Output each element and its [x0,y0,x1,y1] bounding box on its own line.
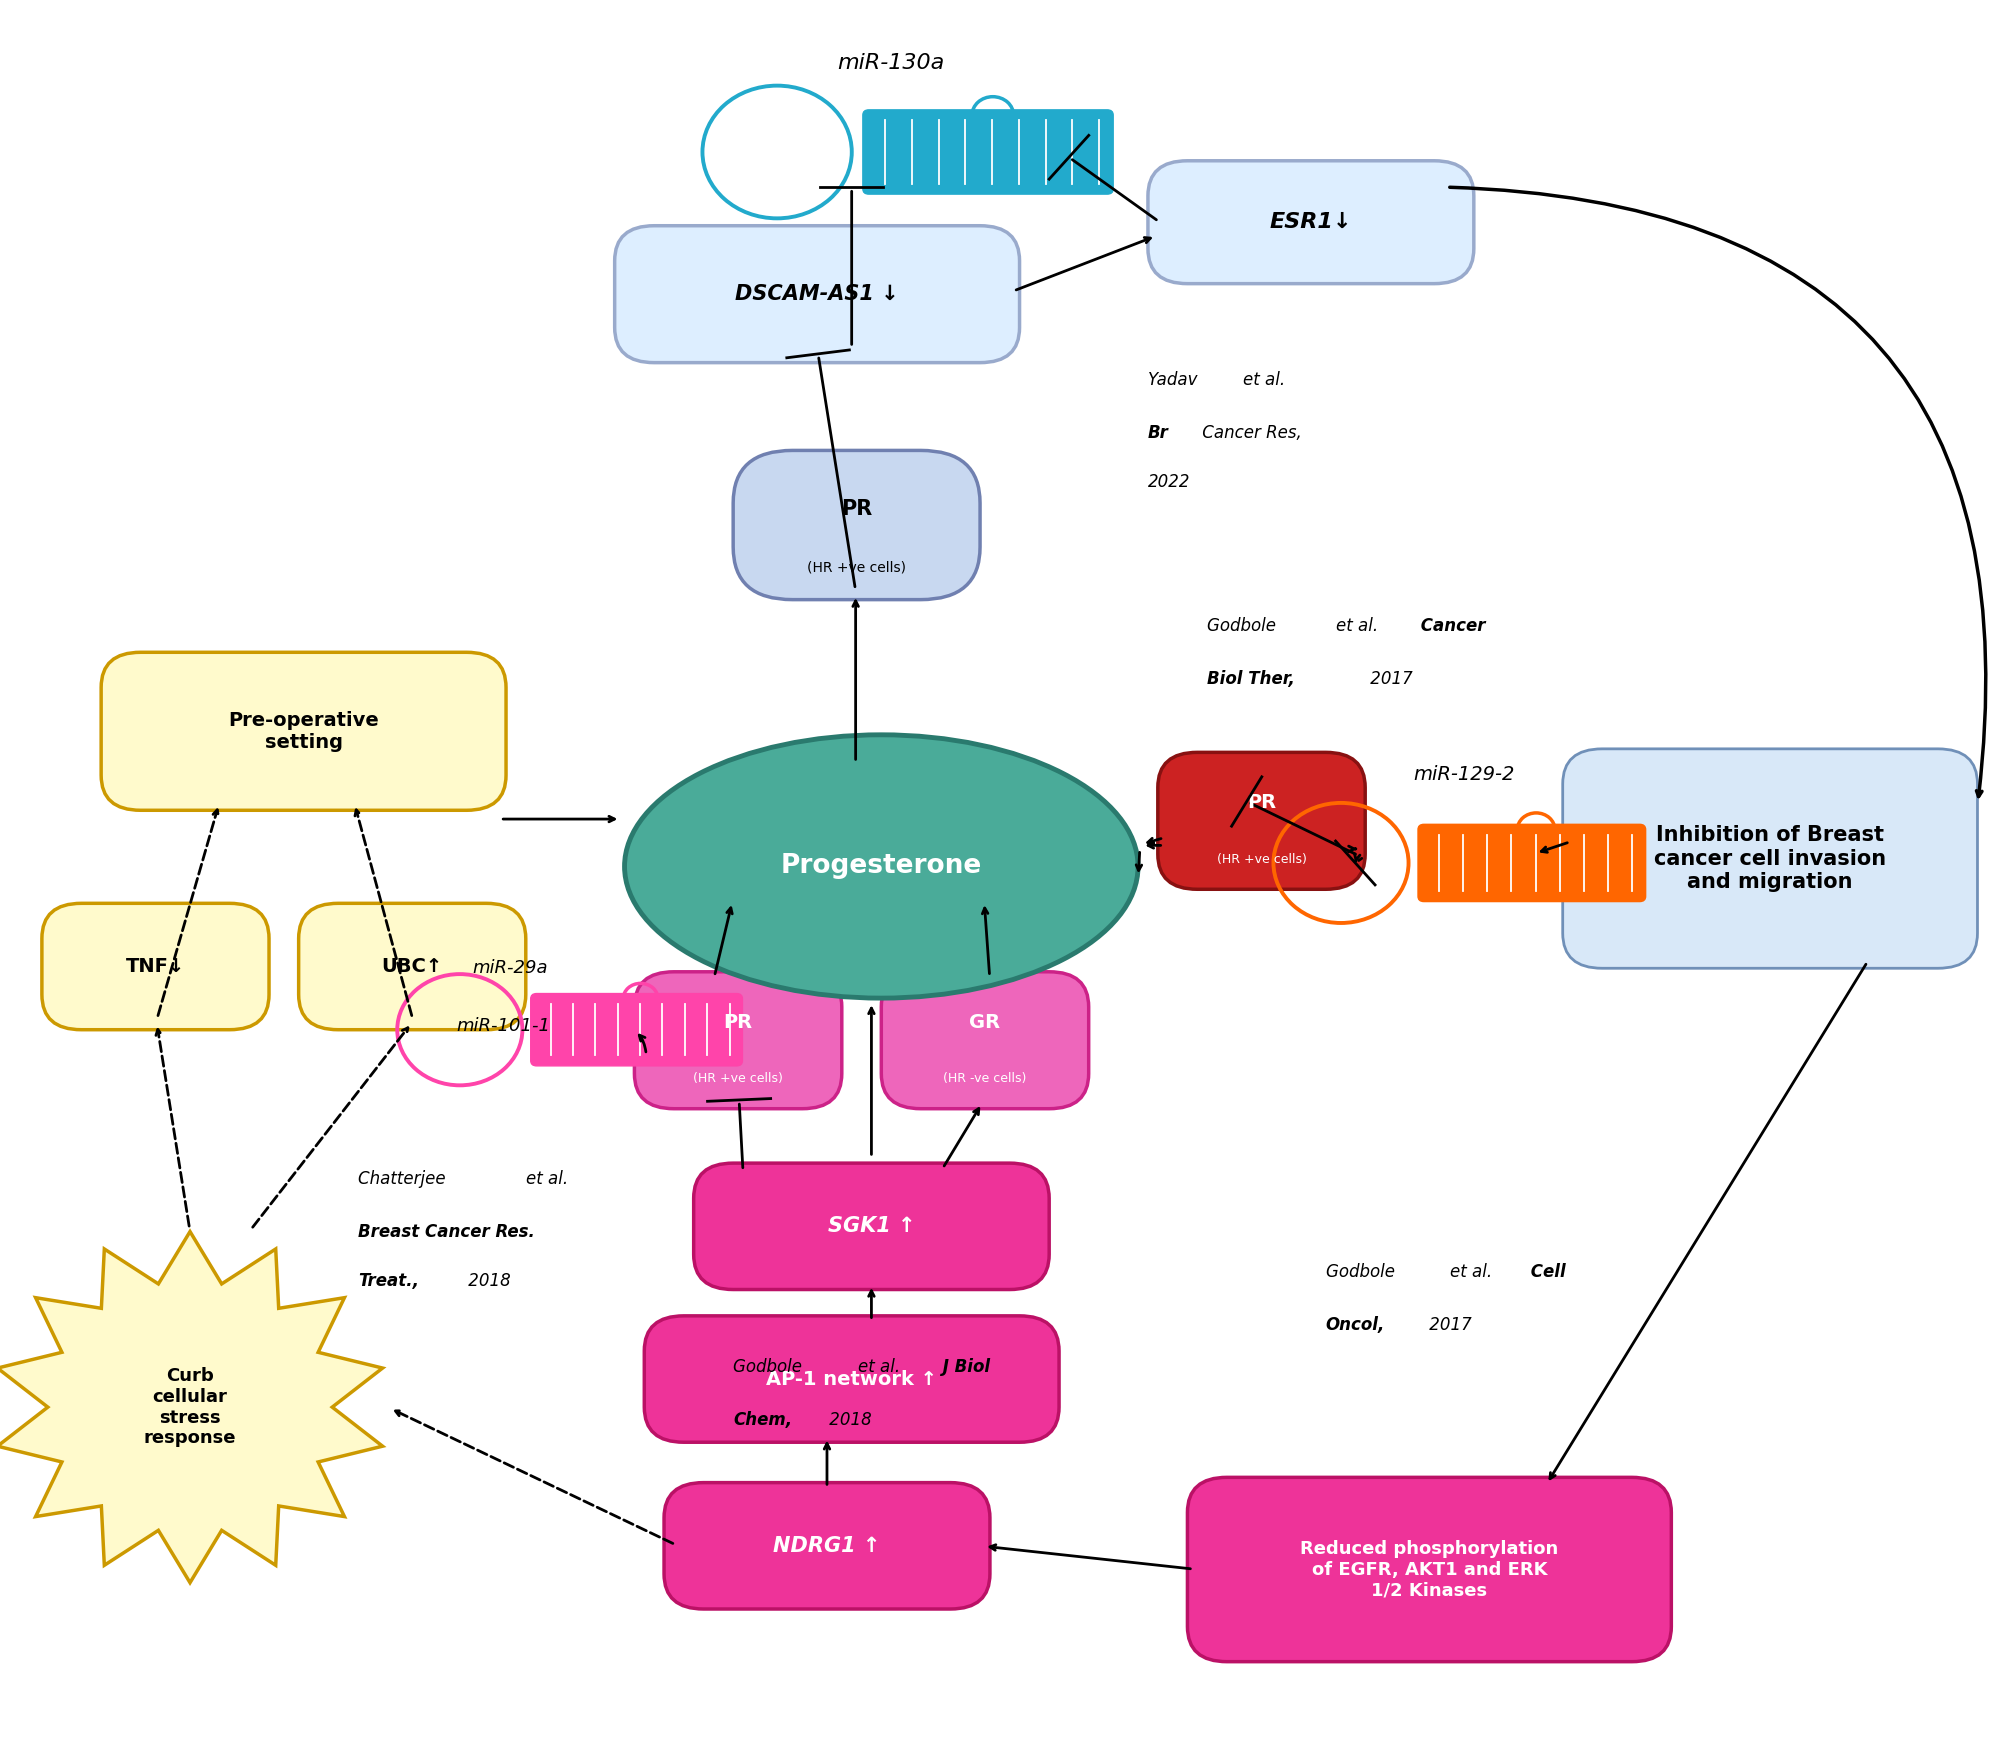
FancyBboxPatch shape [694,1162,1050,1289]
FancyBboxPatch shape [734,451,980,601]
Text: UBC↑: UBC↑ [382,956,442,976]
Text: 2017: 2017 [1366,669,1412,689]
Text: miR-29a: miR-29a [472,960,548,977]
Text: et al.: et al. [1336,616,1378,636]
Text: (HR +ve cells): (HR +ve cells) [1216,852,1306,865]
Text: Progesterone: Progesterone [780,854,982,879]
Text: Godbole: Godbole [1208,616,1282,636]
Text: Godbole: Godbole [734,1358,808,1375]
Text: 2017: 2017 [1424,1315,1472,1333]
Text: miR-101-1: miR-101-1 [456,1018,550,1035]
FancyBboxPatch shape [102,652,506,810]
FancyBboxPatch shape [862,109,1114,194]
Text: 2018: 2018 [462,1271,510,1291]
Text: et al.: et al. [526,1169,568,1189]
Text: PR: PR [840,498,872,519]
Text: PR: PR [724,1013,752,1032]
Text: et al.: et al. [858,1358,900,1375]
Text: Godbole: Godbole [1326,1263,1400,1282]
Text: AP-1 network ↑: AP-1 network ↑ [766,1370,938,1388]
Text: Inhibition of Breast
cancer cell invasion
and migration: Inhibition of Breast cancer cell invasio… [1654,826,1886,891]
FancyBboxPatch shape [882,972,1088,1109]
FancyBboxPatch shape [1562,748,1978,969]
Text: 2018: 2018 [824,1411,872,1428]
FancyBboxPatch shape [42,903,270,1030]
Text: (HR +ve cells): (HR +ve cells) [808,560,906,574]
FancyBboxPatch shape [530,993,742,1065]
Text: (HR +ve cells): (HR +ve cells) [694,1072,784,1085]
Text: Cancer: Cancer [1414,616,1486,636]
Text: Cancer Res,: Cancer Res, [1198,424,1302,442]
Text: Treat.,: Treat., [358,1271,418,1291]
FancyBboxPatch shape [1158,752,1366,889]
Text: Chatterjee: Chatterjee [358,1169,450,1189]
Text: Biol Ther,: Biol Ther, [1208,669,1296,689]
Text: miR-130a: miR-130a [838,53,944,72]
FancyBboxPatch shape [1418,824,1646,902]
Text: Yadav: Yadav [1148,372,1202,389]
FancyBboxPatch shape [298,903,526,1030]
FancyBboxPatch shape [664,1483,990,1610]
Text: miR-129-2: miR-129-2 [1414,764,1514,784]
Text: SGK1 ↑: SGK1 ↑ [828,1217,916,1236]
Text: Cell: Cell [1526,1263,1566,1282]
FancyBboxPatch shape [1148,160,1474,284]
Text: (HR -ve cells): (HR -ve cells) [944,1072,1026,1085]
Text: Oncol,: Oncol, [1326,1315,1386,1333]
Text: 2022: 2022 [1148,474,1190,491]
FancyBboxPatch shape [644,1315,1060,1442]
Text: et al.: et al. [1450,1263,1492,1282]
Text: Breast Cancer Res.: Breast Cancer Res. [358,1222,534,1242]
Polygon shape [0,1231,382,1583]
FancyBboxPatch shape [1188,1477,1672,1662]
Text: ESR1↓: ESR1↓ [1270,213,1352,232]
Text: Pre-operative
setting: Pre-operative setting [228,711,378,752]
FancyBboxPatch shape [614,225,1020,363]
Text: et al.: et al. [1242,372,1284,389]
Text: GR: GR [970,1013,1000,1032]
Text: DSCAM-AS1 ↓: DSCAM-AS1 ↓ [736,284,898,305]
Text: J Biol: J Biol [936,1358,990,1375]
Text: TNF↓: TNF↓ [126,956,186,976]
Text: Br: Br [1148,424,1168,442]
Ellipse shape [624,734,1138,998]
Text: PR: PR [1246,794,1276,812]
Text: NDRG1 ↑: NDRG1 ↑ [774,1536,880,1555]
Text: Curb
cellular
stress
response: Curb cellular stress response [144,1367,236,1448]
Text: Chem,: Chem, [734,1411,792,1428]
Text: Reduced phosphorylation
of EGFR, AKT1 and ERK
1/2 Kinases: Reduced phosphorylation of EGFR, AKT1 an… [1300,1539,1558,1599]
FancyBboxPatch shape [634,972,842,1109]
